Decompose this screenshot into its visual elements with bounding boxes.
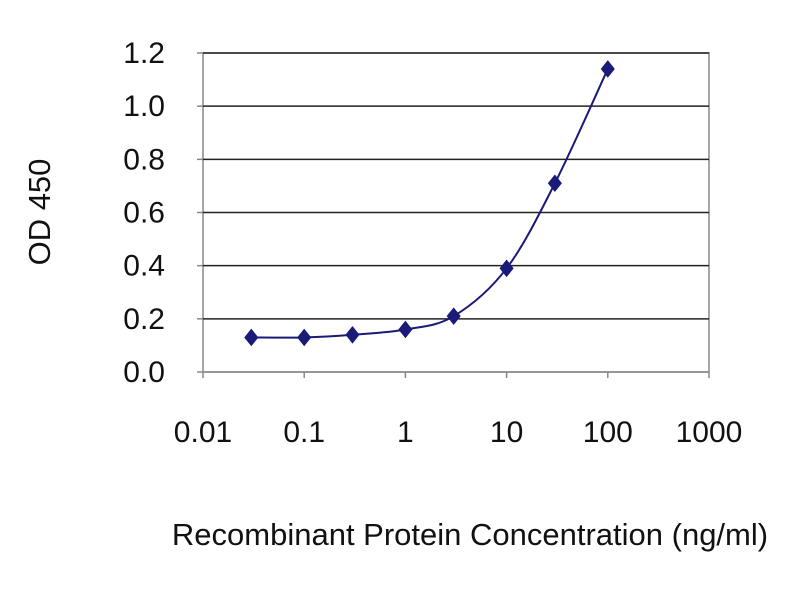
data-point (446, 307, 461, 325)
x-tick-label: 1000 (676, 416, 743, 449)
data-point (297, 328, 312, 347)
x-tick-label: 100 (583, 416, 633, 449)
x-tick-label: 0.1 (283, 416, 325, 449)
y-axis-title: OD 450 (22, 159, 57, 266)
y-tick-label: 0.8 (123, 143, 165, 176)
x-tick-label: 10 (490, 416, 523, 449)
y-tick-label: 0.6 (123, 197, 165, 230)
data-point (547, 174, 562, 193)
x-axis: 0.01 0.1 1 10 100 1000 (174, 371, 743, 449)
gridlines (203, 52, 709, 320)
y-tick-label: 0.0 (123, 356, 165, 389)
y-axis: 0.0 0.2 0.4 0.6 0.8 1.0 1.2 (123, 37, 203, 389)
y-tick-label: 1.2 (123, 37, 165, 70)
x-tick-label: 0.01 (174, 416, 232, 449)
data-point (398, 320, 413, 339)
x-axis-title: Recombinant Protein Concentration (ng/ml… (172, 517, 768, 552)
data-point (244, 328, 259, 347)
y-tick-label: 0.4 (123, 250, 165, 283)
data-point (499, 259, 514, 278)
data-point (600, 60, 615, 78)
data-markers (244, 60, 615, 347)
y-tick-label: 1.0 (123, 90, 165, 123)
data-point (345, 325, 360, 344)
x-tick-label: 1 (397, 416, 414, 449)
y-tick-label: 0.2 (123, 303, 165, 336)
